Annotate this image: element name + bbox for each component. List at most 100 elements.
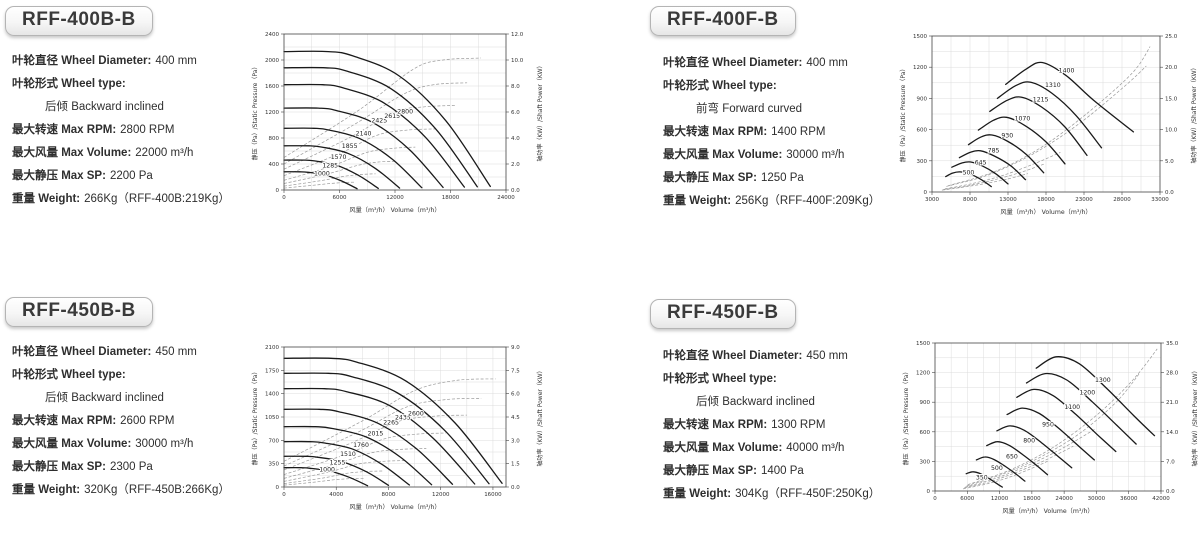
svg-text:1200: 1200: [913, 65, 927, 71]
svg-text:风量（m³/h） Volume（m³/h）: 风量（m³/h） Volume（m³/h）: [1002, 508, 1093, 515]
spec-list: 叶轮直径 Wheel Diameter: 400 mm 叶轮形式 Wheel ty…: [663, 54, 903, 215]
svg-text:600: 600: [917, 128, 928, 134]
spec-value: 1400 Pa: [760, 465, 804, 477]
model-title: RFF-400F-B: [667, 9, 779, 30]
spec-list: 叶轮直径 Wheel Diameter: 450 mm 叶轮形式 Wheel ty…: [12, 343, 252, 504]
svg-text:900: 900: [920, 400, 931, 406]
svg-text:0: 0: [282, 492, 286, 498]
svg-text:28000: 28000: [1113, 197, 1131, 203]
model-title: RFF-450B-B: [22, 300, 136, 321]
performance-chart-rff-400b-b: 0 6000 12000 18000 24000 0 400 800 1200 1600 2000 2…: [250, 24, 546, 222]
svg-text:21.0: 21.0: [1166, 400, 1179, 406]
svg-text:轴功率（KW）/Shaft Power（KW）: 轴功率（KW）/Shaft Power（KW）: [1191, 367, 1199, 466]
svg-text:18000: 18000: [442, 195, 460, 201]
svg-text:2800: 2800: [397, 109, 413, 116]
svg-text:4000: 4000: [329, 492, 343, 498]
spec-value: 400 mm: [155, 55, 197, 67]
svg-text:20.0: 20.0: [1165, 65, 1178, 71]
spec-label: 重量 Weight:: [663, 488, 732, 500]
spec-row-weight: 重量 Weight: 304Kg（RFF-450F:250Kg）: [663, 485, 903, 508]
spec-row-wheel-type-value: 后倾 Backward inclined: [12, 98, 252, 121]
spec-row-weight: 重量 Weight: 320Kg（RFF-450B:266Kg）: [12, 481, 252, 504]
spec-value: 2600 RPM: [120, 415, 175, 427]
spec-row-max-rpm: 最大转速 Max RPM: 1300 RPM: [663, 416, 903, 439]
svg-text:风量（m³/h） Volume（m³/h）: 风量（m³/h） Volume（m³/h）: [1000, 209, 1091, 216]
spec-label: 叶轮形式 Wheel type:: [663, 373, 777, 385]
svg-text:1100: 1100: [1064, 404, 1080, 411]
spec-row-max-volume: 最大风量 Max Volume: 30000 m³/h: [12, 435, 252, 458]
spec-row-wheel-type-value: 后倾 Backward inclined: [663, 393, 903, 416]
svg-text:3.0: 3.0: [511, 438, 520, 444]
svg-text:2.0: 2.0: [511, 162, 520, 168]
svg-text:5.0: 5.0: [1165, 159, 1174, 165]
svg-text:1760: 1760: [353, 442, 369, 449]
spec-value: 266Kg（RFF-400B:219Kg）: [84, 193, 230, 205]
spec-value: 2300 Pa: [109, 461, 153, 473]
svg-text:1050: 1050: [265, 415, 279, 421]
spec-label: 叶轮形式 Wheel type:: [663, 80, 777, 92]
svg-text:12000: 12000: [386, 195, 404, 201]
svg-text:700: 700: [269, 438, 280, 444]
spec-value: 前弯 Forward curved: [696, 103, 803, 115]
svg-text:8000: 8000: [963, 197, 977, 203]
svg-text:2140: 2140: [356, 130, 372, 137]
model-title-badge: RFF-400B-B: [5, 6, 153, 36]
svg-text:6000: 6000: [960, 496, 974, 502]
spec-value: 22000 m³/h: [135, 147, 194, 159]
svg-text:12.0: 12.0: [511, 32, 524, 38]
svg-text:33000: 33000: [1151, 197, 1169, 203]
svg-text:静压（Pa）/Static Pressure（Pa）: 静压（Pa）/Static Pressure（Pa）: [251, 369, 259, 466]
model-title: RFF-450F-B: [667, 302, 779, 323]
svg-text:12000: 12000: [991, 496, 1009, 502]
svg-text:1.5: 1.5: [511, 462, 520, 468]
svg-text:1200: 1200: [265, 110, 279, 116]
spec-row-max-volume: 最大风量 Max Volume: 30000 m³/h: [663, 146, 903, 169]
spec-value: 304Kg（RFF-450F:250Kg）: [735, 488, 881, 500]
spec-row-max-sp: 最大静压 Max SP: 1250 Pa: [663, 169, 903, 192]
spec-value: 320Kg（RFF-450B:266Kg）: [84, 484, 230, 496]
svg-text:15.0: 15.0: [1165, 96, 1178, 102]
model-title: RFF-400B-B: [22, 9, 136, 30]
svg-text:300: 300: [920, 459, 931, 465]
spec-value: 400 mm: [806, 57, 848, 69]
spec-row-wheel-diameter: 叶轮直径 Wheel Diameter: 450 mm: [663, 347, 903, 370]
svg-text:0: 0: [276, 485, 280, 491]
svg-text:8.0: 8.0: [511, 84, 520, 90]
model-section-rff-400f-b: RFF-400F-B 叶轮直径 Wheel Diameter: 400 mm 叶轮…: [645, 0, 1200, 261]
spec-row-wheel-type: 叶轮形式 Wheel type:: [663, 370, 903, 393]
svg-text:930: 930: [1001, 132, 1013, 139]
svg-text:24000: 24000: [1055, 496, 1073, 502]
svg-text:静压（Pa）/Static Pressure（Pa）: 静压（Pa）/Static Pressure（Pa）: [902, 369, 910, 466]
svg-text:7.5: 7.5: [511, 368, 520, 374]
model-section-rff-400b-b: RFF-400B-B 叶轮直径 Wheel Diameter: 400 mm 叶轮…: [0, 0, 600, 261]
model-title-badge: RFF-450F-B: [650, 299, 796, 329]
spec-value: 256Kg（RFF-400F:209Kg）: [735, 195, 881, 207]
svg-text:600: 600: [920, 430, 931, 436]
svg-text:1855: 1855: [342, 143, 358, 150]
svg-text:16000: 16000: [484, 492, 502, 498]
svg-text:2000: 2000: [265, 58, 279, 64]
spec-row-max-volume: 最大风量 Max Volume: 40000 m³/h: [663, 439, 903, 462]
svg-text:0.0: 0.0: [1165, 190, 1174, 196]
spec-label: 重量 Weight:: [12, 193, 81, 205]
svg-text:轴功率（KW）/Shaft Power（KW）: 轴功率（KW）/Shaft Power（KW）: [536, 62, 544, 161]
svg-text:400: 400: [269, 162, 280, 168]
svg-text:1750: 1750: [265, 368, 279, 374]
svg-text:轴功率（KW）/Shaft Power（KW）: 轴功率（KW）/Shaft Power（KW）: [536, 367, 544, 466]
svg-text:2615: 2615: [384, 113, 400, 120]
spec-label: 最大静压 Max SP:: [12, 170, 106, 182]
spec-label: 最大风量 Max Volume:: [663, 442, 783, 454]
svg-text:风量（m³/h） Volume（m³/h）: 风量（m³/h） Volume（m³/h）: [349, 504, 440, 511]
chart-svg: 3000 8000 13000 18000 23000 28000 33000 0 300 600…: [899, 34, 1198, 216]
spec-label: 最大静压 Max SP:: [663, 465, 757, 477]
svg-text:2600: 2600: [408, 410, 424, 417]
spec-value: 2200 Pa: [109, 170, 153, 182]
spec-row-wheel-type: 叶轮形式 Wheel type:: [12, 366, 252, 389]
svg-text:风量（m³/h） Volume（m³/h）: 风量（m³/h） Volume（m³/h）: [349, 207, 440, 214]
spec-row-max-rpm: 最大转速 Max RPM: 2600 RPM: [12, 412, 252, 435]
spec-label: 叶轮直径 Wheel Diameter:: [663, 350, 803, 362]
spec-row-max-rpm: 最大转速 Max RPM: 2800 RPM: [12, 121, 252, 144]
spec-row-max-sp: 最大静压 Max SP: 2200 Pa: [12, 167, 252, 190]
spec-label: 最大转速 Max RPM:: [663, 126, 768, 138]
spec-value: 30000 m³/h: [135, 438, 194, 450]
